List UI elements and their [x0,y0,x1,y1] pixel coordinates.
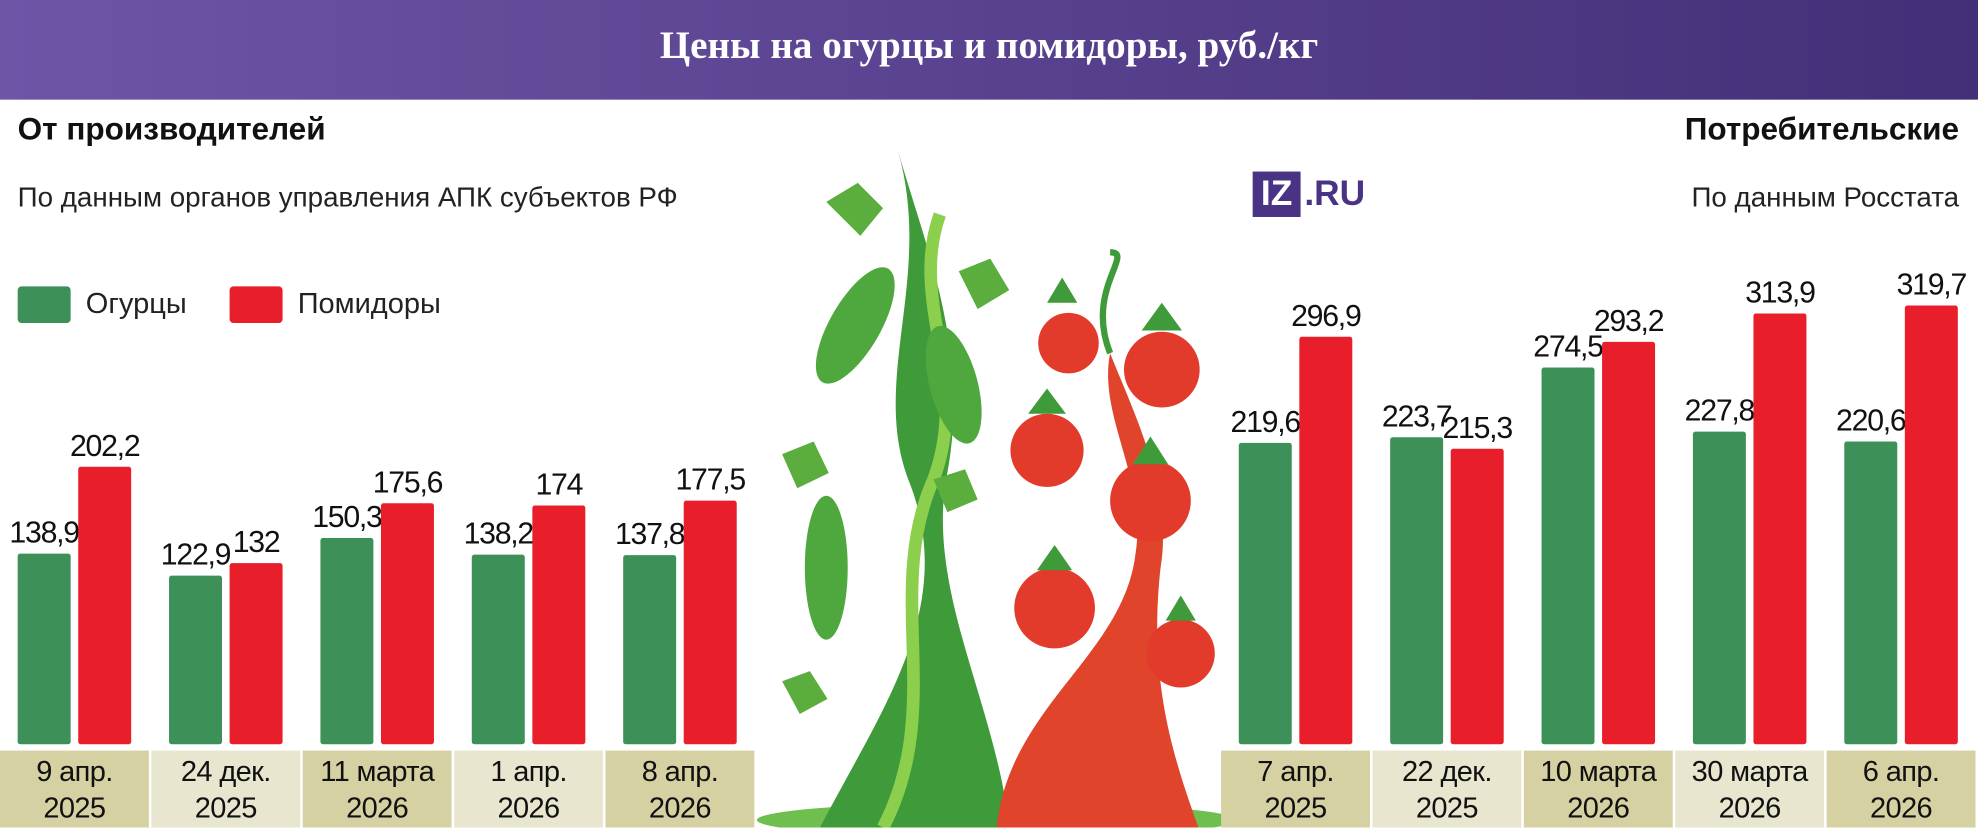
value-label: 132 [233,526,280,559]
bar [320,537,374,745]
x-tick-label: 1 апр. 2026 [490,753,567,824]
x-tick-label: 30 марта 2026 [1691,753,1809,824]
x-tick-label: 8 апр. 2026 [641,753,719,824]
category-box [1221,750,1370,828]
header-bar [0,0,1978,100]
value-label: 296,9 [1291,300,1361,333]
x-tick-label: 22 дек. 2025 [1402,753,1492,824]
value-label: 313,9 [1745,277,1815,310]
value-label: 319,7 [1897,269,1967,302]
logo-mark: IZ [1261,174,1292,213]
bar [78,466,132,745]
category-box [1523,750,1673,828]
bar [1844,441,1898,745]
bar [1541,367,1595,745]
value-label: 150,3 [312,501,382,534]
bar [471,554,525,745]
bar [17,553,71,745]
value-label: 223,7 [1382,400,1452,433]
page-title: Цены на огурцы и помидоры, руб./кг [660,24,1318,67]
value-label: 227,8 [1685,395,1755,428]
legend-label: Огурцы [86,288,187,320]
value-label: 137,8 [615,518,685,551]
legend-swatch [17,286,71,323]
value-label: 177,5 [675,464,745,497]
panel-title: От производителей [18,111,326,147]
illustration [756,151,1237,828]
x-tick-label: 7 апр. 2025 [1257,753,1334,824]
bar [1904,305,1958,745]
bar [623,555,677,745]
x-tick-label: 6 апр. 2026 [1862,753,1940,824]
x-tick-label: 11 марта 2026 [320,753,435,824]
category-box [454,750,603,828]
panel-subtitle: По данным органов управления АПК субъект… [18,182,678,213]
panel-subtitle: По данным Росстата [1691,182,1959,213]
logo-box [1252,171,1301,217]
bar [1450,448,1504,745]
logo-text: .RU [1304,174,1365,213]
bar [1299,336,1353,745]
bar [1753,313,1807,745]
category-box [151,750,301,828]
value-label: 220,6 [1836,405,1906,438]
bar [532,505,586,745]
category-box [605,750,755,828]
legend-swatch [229,286,283,323]
bar [1238,442,1292,745]
value-label: 122,9 [161,539,231,572]
logo: IZ .RU [1252,171,1365,217]
category-box [1372,750,1522,828]
value-label: 174 [535,469,582,502]
value-label: 274,5 [1533,331,1603,364]
value-label: 219,6 [1231,406,1301,439]
bar [683,500,737,745]
x-tick-label: 9 апр. 2025 [36,753,113,824]
category-box [0,750,149,828]
category-box [302,750,452,828]
value-label: 138,2 [464,518,534,551]
bar [380,503,434,745]
x-tick-label: 24 дек. 2025 [180,753,271,824]
value-label: 215,3 [1442,412,1512,445]
bar [1390,437,1444,745]
value-label: 293,2 [1594,305,1664,338]
panel-title: Потребительские [1685,111,1959,147]
bar [1692,431,1746,745]
bar [1602,341,1656,745]
legend-label: Помидоры [298,288,441,320]
x-tick-label: 10 марта 2026 [1540,753,1657,824]
bar [229,563,283,745]
value-label: 138,9 [9,517,79,550]
category-box [1675,750,1825,828]
value-label: 202,2 [70,430,140,463]
value-label: 175,6 [373,466,443,499]
bar [169,575,223,745]
category-box [1826,750,1976,828]
